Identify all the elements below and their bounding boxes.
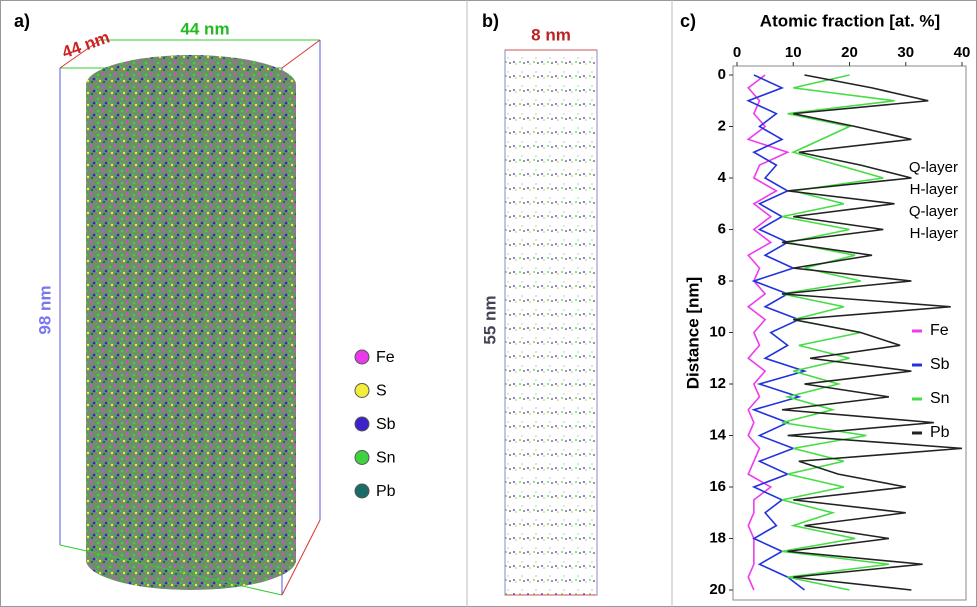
legend-swatch xyxy=(354,416,370,432)
x-tick-label: 20 xyxy=(841,44,858,61)
box-edge xyxy=(281,39,321,69)
legend-swatch xyxy=(354,450,370,465)
x-tick-label: 40 xyxy=(954,44,971,61)
y-tick-label: 4 xyxy=(718,169,727,186)
axis-label: Atomic fraction [at. %] xyxy=(760,11,940,30)
legend-label: Sb xyxy=(376,416,396,433)
x-tick-label: 10 xyxy=(785,44,802,61)
y-tick-label: 12 xyxy=(709,375,726,392)
series-line xyxy=(746,74,808,591)
series-line xyxy=(781,74,963,591)
dimension-label: 8 nm xyxy=(531,25,571,44)
panel-b: b) 8 nm 55 nm xyxy=(480,11,598,596)
plot: 0 10 20 30 40 0 2 4 6 8 10 12 14 16 18 20 Q-layer H-layer… xyxy=(709,44,970,598)
y-tick-label: 10 xyxy=(709,323,726,340)
box-edge xyxy=(281,519,321,596)
slab xyxy=(504,49,598,596)
box-edge xyxy=(59,544,283,596)
legend-label: Pb xyxy=(930,424,950,441)
y-tick-label: 14 xyxy=(709,426,726,443)
y-tick-label: 8 xyxy=(718,272,726,289)
legend-swatch xyxy=(354,349,370,365)
annotation: H-layer xyxy=(910,181,958,198)
legend-label: S xyxy=(376,383,387,400)
dimension-label: 55 nm xyxy=(480,295,499,344)
panel-label: c) xyxy=(680,11,696,31)
legend-label: Sn xyxy=(930,390,950,407)
x-tick-label: 30 xyxy=(897,44,914,61)
dimension-label: 44 nm xyxy=(59,27,112,62)
panel-label: a) xyxy=(14,11,30,31)
box-edge xyxy=(59,39,101,69)
sample-body xyxy=(86,85,296,560)
sample-top xyxy=(86,55,296,115)
y-tick-label: 16 xyxy=(709,478,726,495)
legend-swatch xyxy=(354,383,370,398)
axis-label: Distance [nm] xyxy=(683,277,702,389)
y-tick-label: 18 xyxy=(709,529,726,546)
legend-label: Sb xyxy=(930,356,950,373)
y-tick-label: 2 xyxy=(718,117,726,134)
legend-label: Fe xyxy=(930,322,949,339)
y-tick-label: 6 xyxy=(718,220,726,237)
y-tick-label: 20 xyxy=(709,581,726,598)
legend-label: Pb xyxy=(376,483,396,500)
legend-label: Fe xyxy=(376,349,395,366)
legend-label: Sn xyxy=(376,450,396,467)
dimension-label: 98 nm xyxy=(35,285,54,334)
annotation: Q-layer xyxy=(909,159,958,176)
dimension-label: 44 nm xyxy=(180,19,229,38)
y-tick-label: 0 xyxy=(718,66,726,83)
panel-label: b) xyxy=(482,11,499,31)
annotation: Q-layer xyxy=(909,203,958,220)
panel-a: a) 44 nm 44 nm 98 nm Fe S Sb Sn Pb xyxy=(14,11,396,596)
sample-bottom xyxy=(86,530,296,590)
annotation: H-layer xyxy=(910,225,958,242)
element-legend: Fe S Sb Sn Pb xyxy=(354,349,396,500)
legend-swatch xyxy=(354,483,370,499)
x-tick-label: 0 xyxy=(733,44,741,61)
